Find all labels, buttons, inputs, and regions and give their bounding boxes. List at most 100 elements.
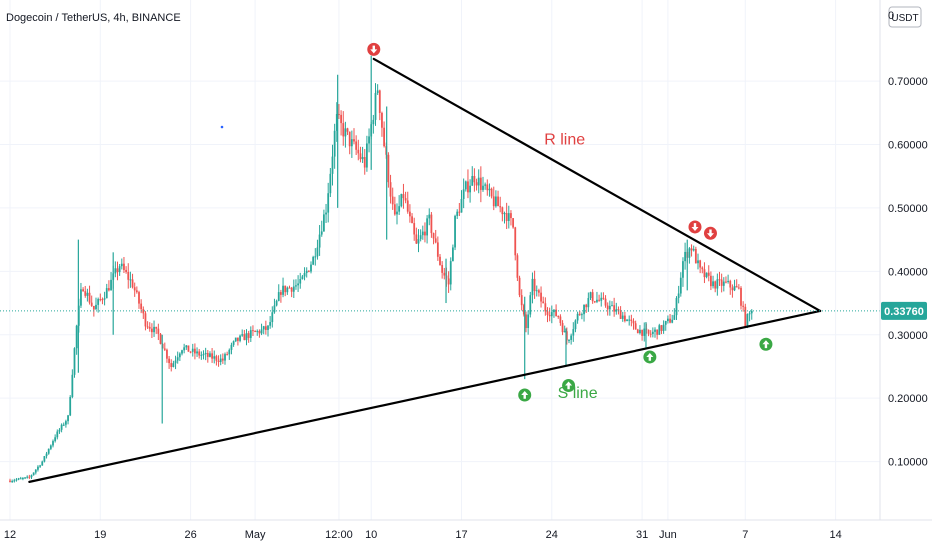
candle-body bbox=[26, 476, 29, 478]
candle-body bbox=[125, 269, 127, 272]
candle bbox=[608, 300, 611, 316]
candle bbox=[183, 343, 186, 354]
candle bbox=[750, 309, 753, 320]
candle bbox=[123, 256, 125, 274]
price-axis[interactable]: 0.10000 0.20000 0.30000 0.40000 0.50000 0.600… bbox=[888, 76, 928, 468]
candle-body bbox=[641, 329, 643, 336]
candle bbox=[572, 322, 575, 342]
candle bbox=[591, 289, 594, 304]
x-tick-label: 17 bbox=[455, 529, 467, 541]
candle-body bbox=[224, 354, 226, 361]
marker-arrow bbox=[691, 223, 699, 231]
candle-body bbox=[725, 281, 727, 283]
candle bbox=[613, 297, 616, 317]
candle bbox=[578, 310, 581, 316]
candle-body bbox=[413, 223, 416, 235]
candle bbox=[694, 246, 697, 264]
y-tick-label: 0.30000 bbox=[888, 330, 928, 342]
candle bbox=[213, 350, 216, 364]
candle-body bbox=[181, 350, 183, 354]
candle bbox=[258, 329, 261, 338]
s-line-trendline[interactable] bbox=[28, 309, 822, 483]
candle bbox=[90, 295, 93, 307]
candle bbox=[510, 210, 512, 226]
candle-body bbox=[398, 206, 401, 212]
currency-button[interactable]: USDT bbox=[888, 6, 922, 28]
candle bbox=[135, 286, 138, 294]
candle-body bbox=[632, 320, 635, 324]
candle-body bbox=[587, 298, 590, 308]
candle-body bbox=[473, 176, 476, 183]
candle-body bbox=[116, 268, 119, 273]
candle-body bbox=[501, 207, 504, 215]
candle bbox=[727, 274, 729, 284]
candle-body bbox=[615, 309, 618, 312]
candle bbox=[359, 146, 362, 163]
candle bbox=[60, 423, 63, 433]
candle-body bbox=[209, 353, 211, 357]
x-tick-label: 10 bbox=[365, 529, 377, 541]
candle bbox=[243, 329, 246, 341]
candle-body bbox=[527, 314, 530, 329]
candle bbox=[144, 311, 147, 331]
candle bbox=[142, 306, 145, 319]
candle bbox=[239, 334, 241, 343]
candle bbox=[544, 297, 547, 316]
candle-body bbox=[159, 333, 162, 344]
candle bbox=[576, 311, 579, 324]
candle bbox=[376, 84, 379, 95]
candle-body bbox=[426, 218, 428, 236]
candle-body bbox=[688, 248, 691, 258]
candle-body bbox=[643, 328, 646, 336]
candle bbox=[557, 315, 560, 319]
candle bbox=[329, 167, 332, 198]
candle-body bbox=[307, 270, 310, 272]
candle bbox=[174, 355, 177, 370]
candle bbox=[11, 479, 14, 483]
candle-body bbox=[340, 114, 342, 124]
last-price-badge[interactable] bbox=[881, 301, 927, 320]
time-axis[interactable]: 12 19 26 May 12:00 10 17 24 31 Jun 7 14 bbox=[4, 529, 842, 541]
candle-body bbox=[522, 305, 525, 315]
r-line-trendline[interactable] bbox=[372, 57, 822, 313]
candle bbox=[421, 225, 424, 240]
x-tick-label: 31 bbox=[636, 529, 648, 541]
candle-body bbox=[479, 177, 482, 190]
candle-body bbox=[372, 119, 375, 125]
candle bbox=[471, 166, 474, 186]
candle-body bbox=[469, 185, 471, 193]
candle bbox=[32, 472, 35, 476]
candle bbox=[146, 321, 149, 329]
candle-body bbox=[488, 188, 491, 191]
candle bbox=[116, 261, 119, 281]
candle bbox=[368, 128, 370, 153]
candle-body bbox=[256, 330, 259, 332]
candle-body bbox=[127, 271, 130, 280]
candle bbox=[675, 296, 678, 320]
candle bbox=[277, 284, 280, 302]
candle bbox=[593, 300, 596, 304]
candle bbox=[720, 273, 723, 293]
candle bbox=[600, 292, 603, 307]
candle bbox=[39, 464, 41, 468]
candle-body bbox=[73, 348, 76, 375]
candle-body bbox=[183, 347, 186, 351]
candle bbox=[518, 275, 521, 298]
candle-body bbox=[679, 277, 682, 294]
candle bbox=[679, 272, 682, 297]
candle-body bbox=[613, 305, 616, 312]
candle bbox=[492, 186, 495, 211]
candle bbox=[366, 135, 368, 172]
candle bbox=[462, 178, 465, 209]
candle-body bbox=[105, 288, 108, 299]
candle-body bbox=[19, 478, 22, 480]
candle-body bbox=[295, 285, 297, 287]
candle bbox=[497, 190, 499, 207]
candle-body bbox=[303, 273, 306, 277]
candle-body bbox=[310, 264, 312, 272]
candle-body bbox=[129, 279, 132, 281]
candle bbox=[228, 348, 231, 360]
candle bbox=[634, 320, 637, 330]
candle-body bbox=[344, 128, 347, 137]
